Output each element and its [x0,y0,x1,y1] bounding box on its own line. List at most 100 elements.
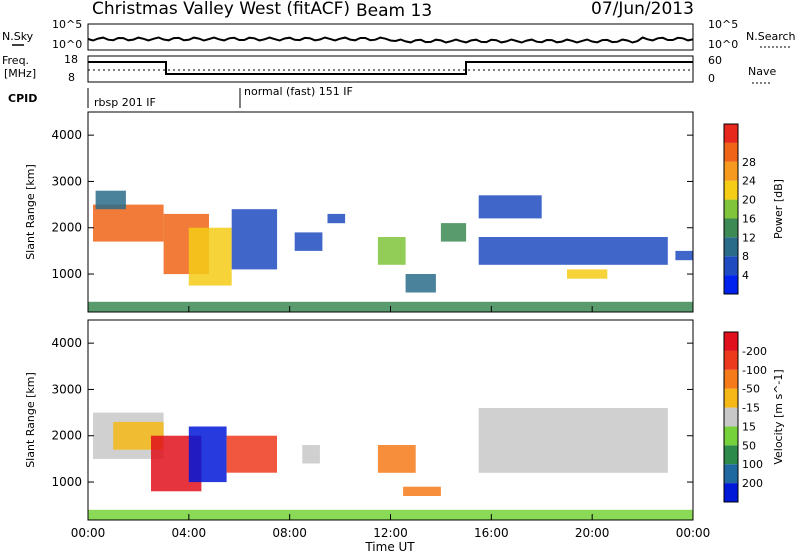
scatter-region-0-12 [567,269,608,279]
scatter-region-1-5 [302,445,320,464]
power-colorbar-swatch [724,237,738,257]
y-tick-label: 3000 [51,382,82,396]
radar-title: Christmas Valley West (fitACF) [92,0,350,19]
noise-strip: N.Sky N.Search 10^5 10^0 10^5 10^0 [2,18,796,51]
freq-strip: Freq. [MHz] 18 8 60 0 Nave [2,53,776,85]
scatter-region-1-6 [377,445,416,473]
velocity-colorbar-swatch [724,407,738,427]
power-y-axis: 1000 2000 3000 4000 [51,128,693,281]
cpid-segment-1: rbsp 201 IF [94,96,156,109]
freq-strip-frame [87,55,694,83]
scatter-region-0-6 [327,213,346,224]
scatter-region-0-13 [675,250,693,261]
noise-left-tick-top: 10^5 [52,18,82,31]
x-tick-label: 04:00 [172,526,207,540]
scatter-region-0-0 [93,204,164,242]
power-colorbar-tick: 28 [742,156,756,169]
noise-right-tick-bottom: 10^0 [708,38,738,51]
noise-right-tick-top: 10^5 [708,18,738,31]
scatter-region-1-4 [226,435,277,473]
y-tick-label: 2000 [51,429,82,443]
velocity-colorbar-swatch [724,445,738,465]
scatter-region-0-7 [377,237,406,265]
velocity-colorbar-tick: -15 [742,402,760,415]
velocity-colorbar-swatch [724,464,738,484]
velocity-colorbar-tick: -50 [742,383,760,396]
y-tick-label: 1000 [51,267,82,281]
power-colorbar-swatch [724,180,738,200]
freq-label-line1: Freq. [2,54,29,67]
velocity-colorbar-swatch [724,350,738,370]
x-tick-label: 08:00 [272,526,307,540]
velocity-colorbar-frame [723,331,739,503]
freq-label-line2: [MHz] [4,67,36,80]
scatter-region-1-3 [188,426,227,483]
velocity-colorbar: 200 100 50 15 -15 -50 -100 -200 Velocity [m s^-1… [723,331,785,503]
velocity-x-ticks [87,514,694,520]
velocity-colorbar-tick: 15 [742,420,756,433]
velocity-colorbar-tick: -200 [742,345,767,358]
velocity-colorbar-swatch [724,332,738,351]
scatter-region-0-11 [478,237,668,265]
power-colorbar-tick: 16 [742,212,756,225]
scatter-region-0-4 [231,209,278,270]
nave-tick-top: 60 [708,54,722,67]
y-tick-label: 3000 [51,174,82,188]
power-colorbar-swatch [724,161,738,181]
power-colorbar: 4 8 12 16 20 24 28 Power [dB] [723,123,785,295]
power-colorbar-tick: 8 [742,250,749,263]
power-colorbar-label: Power [dB] [772,179,785,239]
power-colorbar-tick: 24 [742,175,756,188]
x-tick-label: 12:00 [373,526,408,540]
cpid-segment-2: normal (fast) 151 IF [244,85,353,98]
power-cells [88,190,693,312]
y-tick-label: 4000 [51,128,82,142]
velocity-ylabel: Slant Range [km] [24,372,37,468]
scatter-region-0-1 [95,190,126,210]
velocity-colorbar-tick: 100 [742,458,763,471]
power-colorbar-tick: 12 [742,231,756,244]
velocity-colorbar-swatch [724,369,738,389]
velocity-colorbar-tick: -100 [742,364,767,377]
x-axis-label: Time UT [364,540,415,554]
x-tick-label: 20:00 [575,526,610,540]
scatter-region-0-3 [188,227,232,286]
velocity-colorbar-tick: 200 [742,477,763,490]
velocity-colorbar-label: Velocity [m s^-1] [772,369,785,464]
power-colorbar-swatch [724,256,738,276]
freq-trace [88,61,693,75]
scatter-region-0-8 [405,274,436,293]
noise-left-tick-bottom: 10^0 [52,38,82,51]
power-ylabel: Slant Range [km] [24,164,37,260]
velocity-cells [88,408,693,520]
noise-strip-frame [87,23,694,51]
velocity-colorbar-swatch [724,483,738,502]
power-colorbar-tick: 20 [742,194,756,207]
velocity-panel: 1000 2000 3000 4000 Slant Range [km] [24,319,694,521]
scatter-region-0-9 [440,223,467,242]
y-tick-label: 4000 [51,336,82,350]
nsearch-label: N.Search [746,30,796,43]
velocity-colorbar-tick: 50 [742,439,756,452]
power-colorbar-swatch [724,218,738,238]
power-panel: 1000 2000 3000 4000 Slant Range [km] [24,111,694,313]
scatter-region-0-5 [294,232,323,251]
nave-tick-bottom: 0 [708,72,715,85]
velocity-y-axis: 1000 2000 3000 4000 [51,336,693,489]
cpid-row: CPID rbsp 201 IF normal (fast) 151 IF [8,85,353,109]
power-frame [87,111,694,313]
velocity-colorbar-swatch [724,426,738,446]
nave-label: Nave [748,65,776,78]
beam-label: Beam 13 [356,1,432,21]
power-colorbar-swatch [724,142,738,162]
power-x-ticks [87,306,694,312]
y-tick-label: 2000 [51,221,82,235]
power-colorbar-frame [723,123,739,295]
power-colorbar-swatch [724,275,738,294]
scatter-region-1-8 [478,408,668,473]
power-colorbar-swatch [724,124,738,143]
x-tick-label: 00:00 [676,526,711,540]
y-tick-label: 1000 [51,475,82,489]
velocity-colorbar-swatch [724,388,738,408]
